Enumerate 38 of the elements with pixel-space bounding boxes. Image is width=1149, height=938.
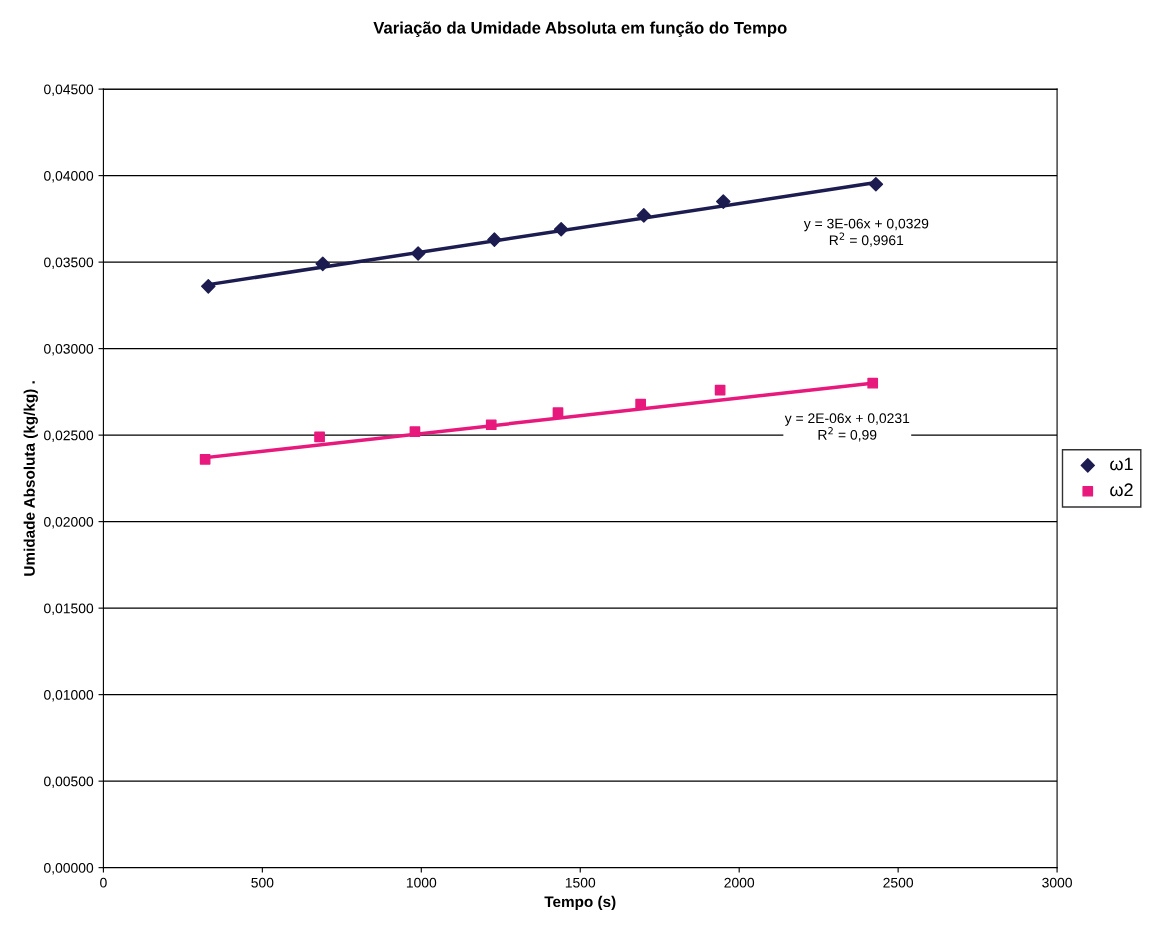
point <box>314 431 325 443</box>
y-tick-label: 0,00500 <box>44 776 94 788</box>
point <box>553 221 569 237</box>
point <box>867 377 879 389</box>
x-tick-label: 2500 <box>883 877 914 888</box>
x-tick-label: 1000 <box>406 877 437 888</box>
point <box>552 407 564 418</box>
point <box>868 176 884 192</box>
x-tick-label: 2000 <box>724 877 755 888</box>
point <box>485 419 497 431</box>
x-tick-label: 0 <box>100 877 107 888</box>
point <box>409 426 421 438</box>
point <box>199 453 211 465</box>
legend-label: ω2 <box>1110 483 1133 497</box>
y-tick-label: 0,04500 <box>44 84 94 96</box>
x-tick-label: 500 <box>251 877 274 888</box>
y-tick-label: 0,03500 <box>44 257 94 269</box>
y-axis-title: Umidade Absoluta (kg/kg) . <box>23 381 38 576</box>
annotation: y = 2E-06x + 0,0231 R$^{2}$ = 0,99 <box>784 413 910 442</box>
x-axis-title: Tempo (s) <box>544 895 616 911</box>
point <box>315 256 331 272</box>
y-tick-label: 0,00000 <box>44 862 94 875</box>
y-tick-label: 0,02000 <box>44 516 94 529</box>
y-tick-label: 0,01000 <box>44 689 94 702</box>
y-tick-label: 0,02500 <box>44 430 94 442</box>
x-tick-label: 3000 <box>1042 877 1072 888</box>
y-tick-label: 0,01500 <box>44 603 94 615</box>
point <box>716 194 731 209</box>
y-tick-label: 0,03000 <box>44 343 94 356</box>
legend-label: ω1 <box>1110 457 1133 471</box>
point <box>487 232 502 247</box>
chart-title: Variação da Umidade Absoluta em função do Tempo <box>373 21 787 38</box>
y-tick-label: 0,04000 <box>44 170 94 183</box>
point <box>410 246 426 261</box>
annotation: y = 3E-06x + 0,0329 R$^{2}$ = 0,9961 <box>803 218 929 247</box>
point <box>201 279 216 294</box>
point <box>636 208 652 223</box>
x-tick-label: 1500 <box>565 877 596 888</box>
